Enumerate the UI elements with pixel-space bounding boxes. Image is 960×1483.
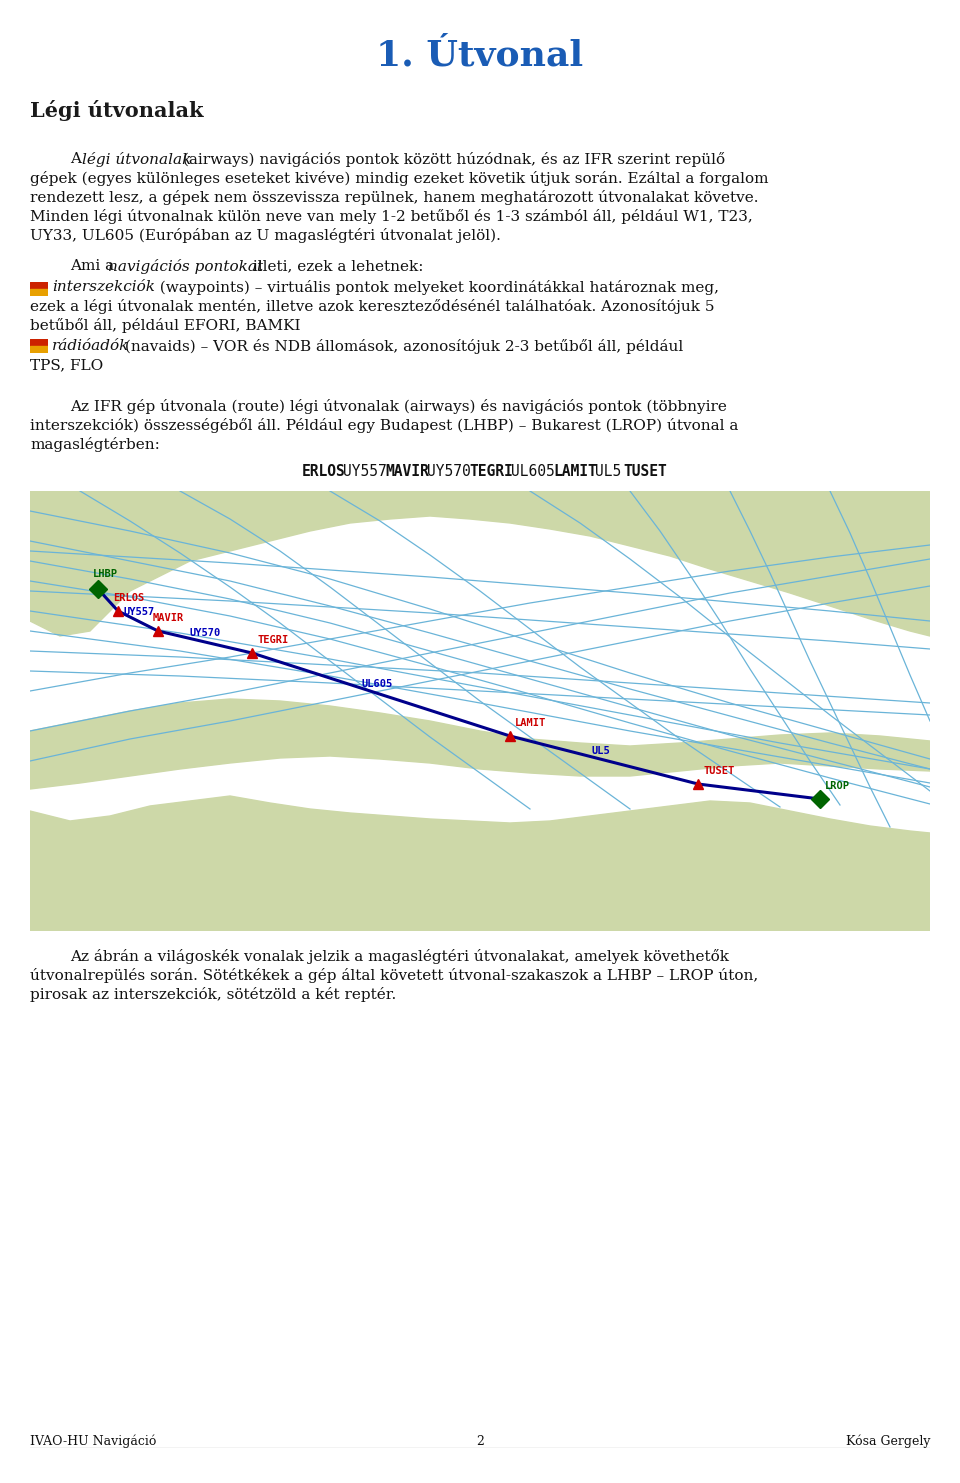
Text: ERLOS: ERLOS [113,593,144,604]
Text: 2: 2 [476,1436,484,1447]
Text: (waypoints) – virtuális pontok melyeket koordinátákkal határoznak meg,: (waypoints) – virtuális pontok melyeket … [150,280,719,295]
Text: LHBP: LHBP [93,569,118,578]
Bar [30,289,48,297]
Text: A: A [70,151,85,166]
Text: Légi útvonalak: Légi útvonalak [30,99,204,122]
Polygon shape [30,698,930,789]
Text: IVAO-HU Navigáció: IVAO-HU Navigáció [30,1436,156,1449]
Text: rendezett lesz, a gépek nem összevissza repülnek, hanem meghatározott útvonalaka: rendezett lesz, a gépek nem összevissza … [30,190,758,205]
Text: Az IFR gép útvonala (route) légi útvonalak (airways) és navigációs pontok (többn: Az IFR gép útvonala (route) légi útvonal… [70,399,727,414]
Text: LAMIT: LAMIT [554,464,597,479]
Text: (navaids) – VOR és NDB állomások, azonosítójuk 2-3 betűből áll, például: (navaids) – VOR és NDB állomások, azonos… [120,340,684,354]
Text: útvonalrepülés során. Sötétkékek a gép által követett útvonal-szakaszok a LHBP –: útvonalrepülés során. Sötétkékek a gép á… [30,968,758,983]
Bar [30,282,48,289]
Text: pirosak az interszekciók, sötétzöld a két reptér.: pirosak az interszekciók, sötétzöld a ké… [30,988,396,1003]
Text: betűből áll, például EFORI, BAMKI: betűből áll, például EFORI, BAMKI [30,317,300,334]
Text: ERLOS: ERLOS [301,464,346,479]
Text: UY570: UY570 [190,627,221,638]
Text: interszekciók: interszekciók [52,280,155,294]
Text: UY557: UY557 [123,607,155,617]
Text: UY33, UL605 (Európában az U magaslégtéri útvonalat jelöl).: UY33, UL605 (Európában az U magaslégtéri… [30,228,501,243]
Text: TPS, FLO: TPS, FLO [30,357,104,372]
Text: TUSET: TUSET [703,767,734,776]
Text: ezek a légi útvonalak mentén, illetve azok kereszteződésénél találhatóak. Azonos: ezek a légi útvonalak mentén, illetve az… [30,300,714,314]
Text: illeti, ezek a lehetnek:: illeti, ezek a lehetnek: [248,260,423,273]
Text: Minden légi útvonalnak külön neve van mely 1-2 betűből és 1-3 számból áll, példá: Minden légi útvonalnak külön neve van me… [30,209,753,224]
Text: TEGRI: TEGRI [257,635,288,645]
Text: MAVIR: MAVIR [386,464,429,479]
Polygon shape [30,796,930,931]
Text: gépek (egyes különleges eseteket kivéve) mindig ezeket követik útjuk során. Ezál: gépek (egyes különleges eseteket kivéve)… [30,171,769,185]
Text: UL605: UL605 [361,679,393,690]
Polygon shape [30,491,930,636]
Text: magaslégtérben:: magaslégtérben: [30,437,160,452]
Text: navigációs pontokat: navigációs pontokat [108,260,263,274]
Text: MAVIR: MAVIR [153,612,184,623]
Text: UL5: UL5 [595,464,622,479]
Text: TEGRI: TEGRI [469,464,514,479]
Text: rádióadók: rádióadók [52,340,130,353]
Text: interszekciók) összességéből áll. Például egy Budapest (LHBP) – Bukarest (LROP) : interszekciók) összességéből áll. Példáu… [30,418,738,433]
Text: Ami a: Ami a [70,260,119,273]
Text: UL5: UL5 [592,746,611,756]
Bar [30,340,48,346]
Text: Kósa Gergely: Kósa Gergely [846,1436,930,1449]
Text: légi útvonalak: légi útvonalak [82,151,191,168]
Text: UY557: UY557 [344,464,387,479]
Text: LAMIT: LAMIT [515,718,546,728]
Text: 1. Útvonal: 1. Útvonal [376,39,584,73]
Bar [30,346,48,353]
Text: LROP: LROP [825,782,850,790]
Text: Az ábrán a világoskék vonalak jelzik a magaslégtéri útvonalakat, amelyek követhe: Az ábrán a világoskék vonalak jelzik a m… [70,949,729,964]
Text: UL605: UL605 [512,464,555,479]
Text: UY570: UY570 [427,464,471,479]
Text: (airways) navigációs pontok között húzódnak, és az IFR szerint repülő: (airways) navigációs pontok között húzód… [178,151,725,168]
Text: TUSET: TUSET [623,464,667,479]
